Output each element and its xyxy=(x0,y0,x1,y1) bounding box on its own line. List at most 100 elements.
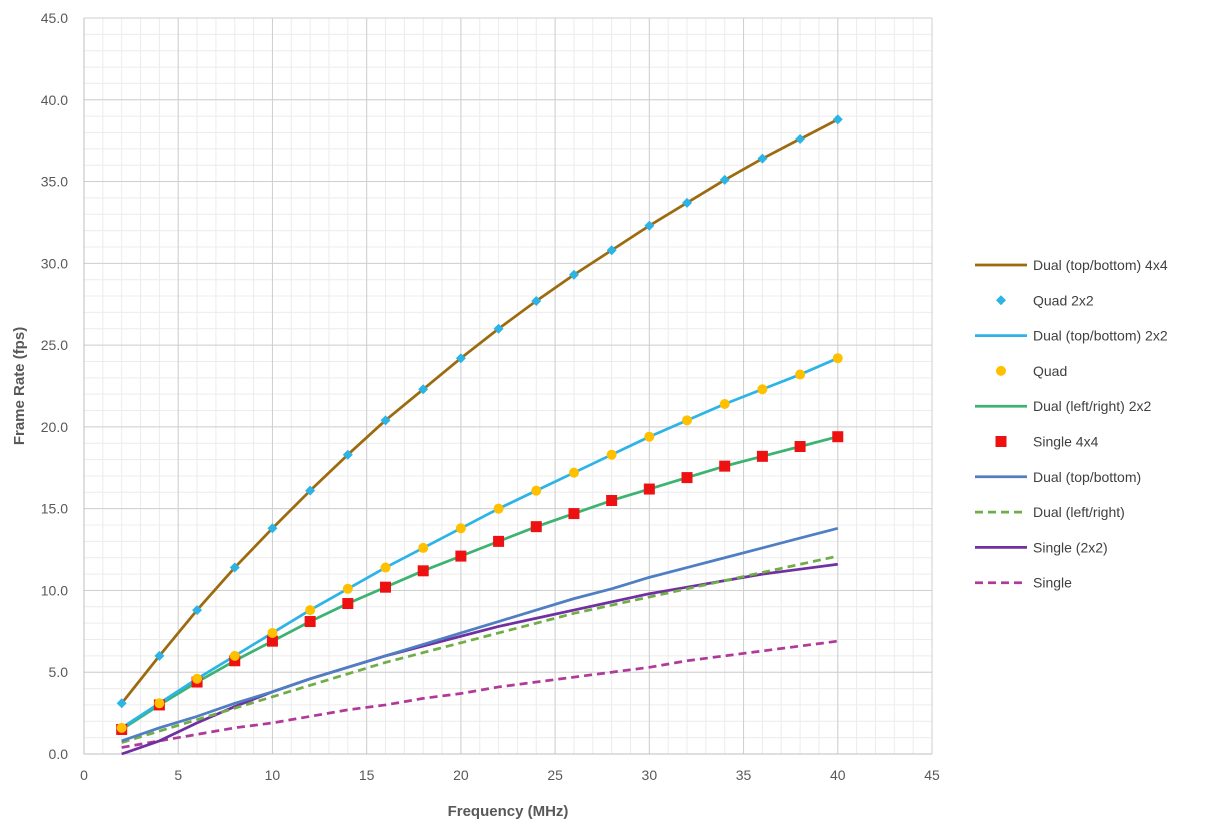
x-axis-tick-labels: 0 5 10 15 20 25 30 35 40 45 xyxy=(80,767,940,783)
x-tick-label: 5 xyxy=(174,767,182,783)
x-axis-title: Frequency (MHz) xyxy=(448,803,569,820)
series-quad xyxy=(116,353,843,733)
legend-item-single-4x4: Single 4x4 xyxy=(995,434,1099,450)
y-tick-label: 45.0 xyxy=(41,10,68,26)
data-point xyxy=(154,698,165,709)
data-point xyxy=(644,220,655,231)
legend-label: Dual (top/bottom) xyxy=(1033,469,1141,485)
data-point xyxy=(568,508,580,520)
data-point xyxy=(493,503,504,514)
data-point xyxy=(380,562,391,573)
data-point xyxy=(305,605,316,616)
legend-item-dual-top-bottom-4x4: Dual (top/bottom) 4x4 xyxy=(975,257,1168,273)
series-dual-left-right xyxy=(121,554,839,744)
series-dual-top-bottom xyxy=(121,526,839,743)
y-tick-label: 25.0 xyxy=(41,337,68,353)
data-point xyxy=(229,562,240,573)
x-tick-label: 15 xyxy=(359,767,375,783)
y-tick-label: 30.0 xyxy=(41,255,68,271)
data-point xyxy=(455,523,466,534)
data-point xyxy=(568,467,579,478)
data-point xyxy=(455,353,466,364)
data-point xyxy=(795,369,806,380)
plot-series xyxy=(116,114,844,756)
series-line xyxy=(120,356,839,729)
data-point xyxy=(192,673,203,684)
legend-label: Single (2x2) xyxy=(1033,539,1108,555)
series-dual-top-bottom-2x2 xyxy=(120,356,839,729)
legend-item-dual-top-bottom: Dual (top/bottom) xyxy=(975,469,1141,485)
legend-swatch xyxy=(996,365,1006,376)
x-tick-label: 10 xyxy=(265,767,281,783)
data-point xyxy=(267,523,278,534)
legend-label: Quad 2x2 xyxy=(1033,292,1094,308)
y-tick-label: 15.0 xyxy=(41,501,68,517)
legend-label: Dual (left/right) 2x2 xyxy=(1033,398,1151,414)
legend-label: Single 4x4 xyxy=(1033,434,1099,450)
x-tick-label: 30 xyxy=(642,767,658,783)
data-point xyxy=(719,460,731,472)
data-point xyxy=(757,153,768,164)
data-point xyxy=(531,485,542,496)
y-axis-title: Frame Rate (fps) xyxy=(11,327,28,445)
data-point xyxy=(229,650,240,661)
series-line xyxy=(120,435,839,731)
data-point xyxy=(380,581,392,593)
legend-item-dual-left-right-2x2: Dual (left/right) 2x2 xyxy=(975,398,1151,414)
data-point xyxy=(305,485,316,496)
data-point xyxy=(192,605,203,616)
data-point xyxy=(832,114,843,125)
data-point xyxy=(455,550,467,562)
data-point xyxy=(832,353,843,364)
y-tick-label: 20.0 xyxy=(41,419,68,435)
data-point xyxy=(568,269,579,280)
minor-gridlines xyxy=(83,17,933,755)
data-point xyxy=(794,441,806,453)
data-point xyxy=(493,535,505,547)
data-point xyxy=(531,295,542,306)
data-point xyxy=(530,521,542,533)
data-point xyxy=(304,616,316,628)
data-point xyxy=(342,598,354,610)
series-quad-2x2 xyxy=(116,114,843,709)
data-point xyxy=(418,384,429,395)
data-point xyxy=(342,583,353,594)
series-line xyxy=(120,118,839,705)
legend-label: Dual (top/bottom) 2x2 xyxy=(1033,328,1168,344)
data-point xyxy=(757,384,768,395)
data-point xyxy=(116,722,127,733)
legend-item-dual-top-bottom-2x2: Dual (top/bottom) 2x2 xyxy=(975,328,1168,344)
series-single xyxy=(121,639,838,749)
data-point xyxy=(266,635,278,647)
series-line xyxy=(121,526,839,743)
data-point xyxy=(832,431,844,443)
series-dual-top-bottom-4x4 xyxy=(120,118,839,705)
data-point xyxy=(795,134,806,145)
legend-swatch xyxy=(996,295,1006,306)
x-tick-label: 45 xyxy=(924,767,940,783)
data-point xyxy=(418,542,429,553)
data-point xyxy=(380,415,391,426)
data-point xyxy=(417,565,429,577)
legend-item-single-2x2: Single (2x2) xyxy=(975,539,1108,555)
data-point xyxy=(681,472,693,484)
series-line xyxy=(121,554,839,744)
legend-swatch xyxy=(995,436,1007,447)
legend-label: Dual (left/right) xyxy=(1033,504,1125,520)
legend-item-single: Single xyxy=(975,575,1072,591)
data-point xyxy=(493,323,504,334)
y-tick-label: 5.0 xyxy=(49,664,69,680)
x-tick-label: 40 xyxy=(830,767,846,783)
data-point xyxy=(756,450,768,462)
legend-label: Quad xyxy=(1033,363,1067,379)
data-point xyxy=(267,627,278,638)
major-gridlines xyxy=(83,17,933,755)
data-point xyxy=(643,483,655,495)
y-tick-label: 0.0 xyxy=(49,746,69,762)
x-tick-label: 20 xyxy=(453,767,469,783)
series-dual-left-right-2x2 xyxy=(120,435,839,731)
legend-label: Single xyxy=(1033,575,1072,591)
data-point xyxy=(719,398,730,409)
data-point xyxy=(342,449,353,460)
